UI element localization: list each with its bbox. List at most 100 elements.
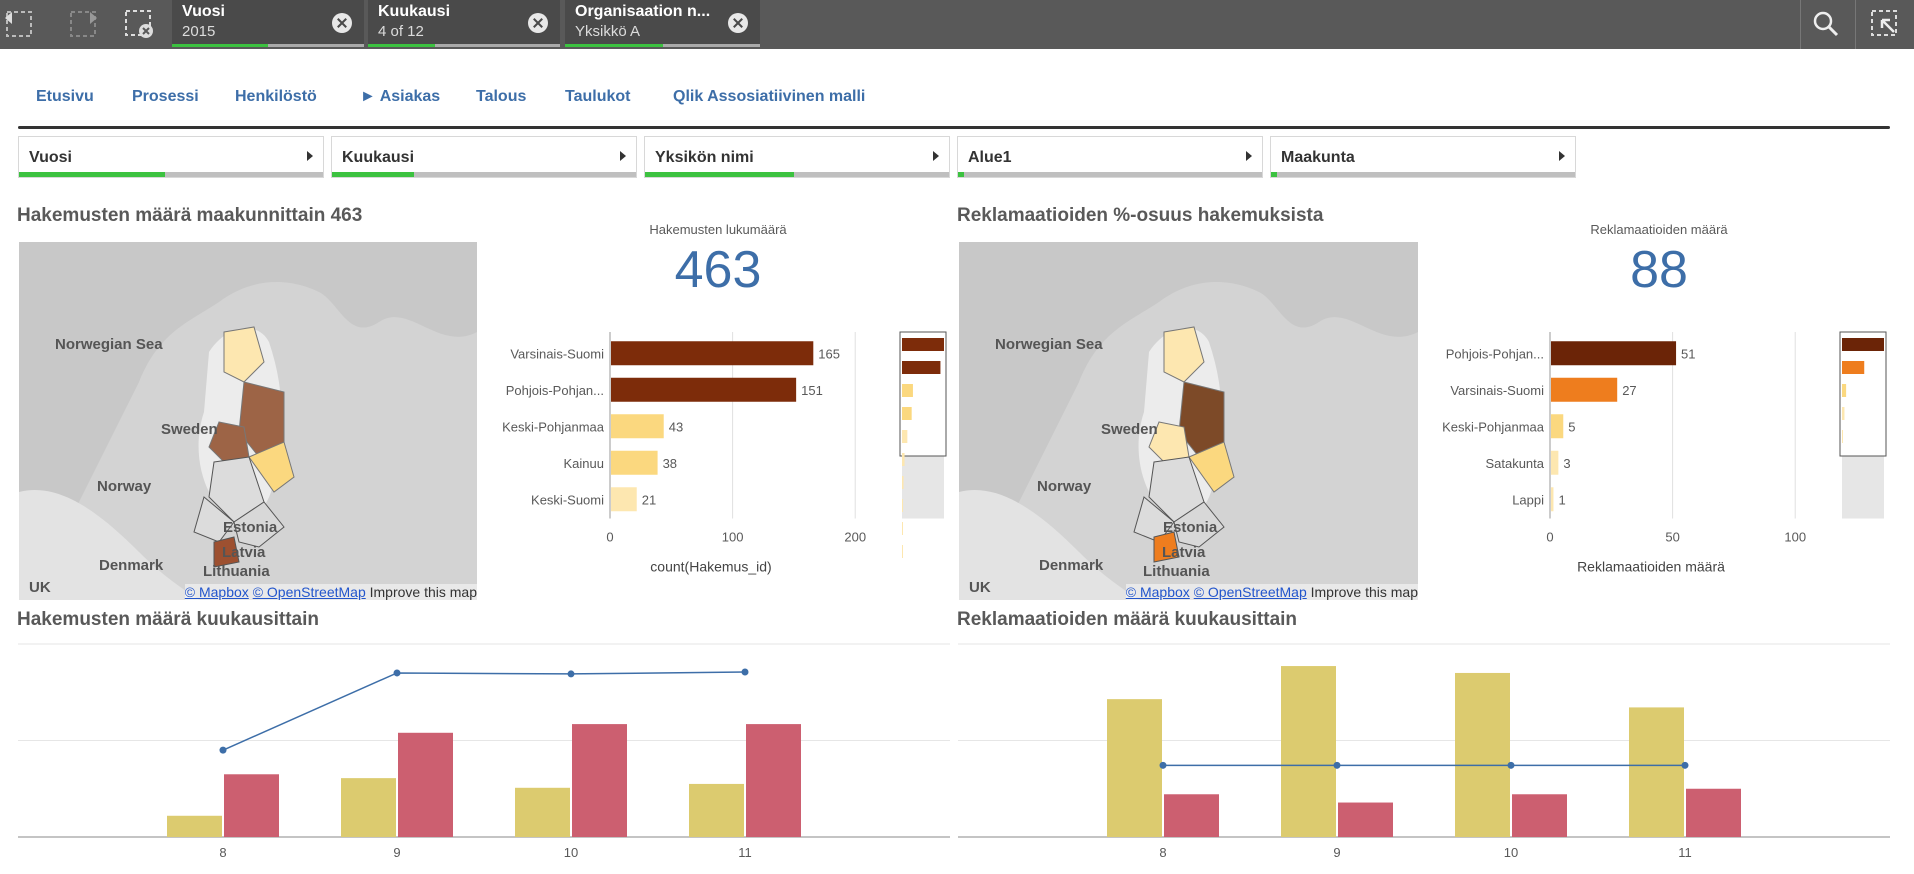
filter-kuukausi[interactable]: Kuukausi <box>331 136 637 178</box>
bar <box>1455 672 1510 837</box>
filter-alue1[interactable]: Alue1 <box>957 136 1263 178</box>
selection-bar <box>565 44 760 47</box>
improve-map-link[interactable]: Improve this map <box>1310 584 1418 600</box>
data-label: 5 <box>1568 419 1575 434</box>
bar <box>224 774 279 837</box>
clear-selections-icon[interactable] <box>123 6 157 40</box>
mapbox-link[interactable]: © Mapbox <box>184 584 249 600</box>
step-back-icon[interactable] <box>2 6 36 40</box>
selection-title: Kuukausi <box>378 3 451 20</box>
search-icon[interactable] <box>1809 6 1843 40</box>
category-label: Keski-Pohjanmaa <box>502 419 605 434</box>
combo-chart-left[interactable]: 8 9 10 11 <box>18 640 950 874</box>
bar <box>611 487 637 512</box>
data-label: 1 <box>1558 492 1565 507</box>
category-label: Satakunta <box>1485 456 1544 471</box>
bar <box>515 787 570 837</box>
map-label: Estonia <box>223 519 278 536</box>
selection-chip-vuosi[interactable]: Vuosi 2015 <box>172 0 364 47</box>
data-label: 3 <box>1563 456 1570 471</box>
left-monthly-title: Hakemusten määrä kuukausittain <box>17 609 320 630</box>
close-icon[interactable] <box>528 13 548 33</box>
filter-maakunta[interactable]: Maakunta <box>1270 136 1576 178</box>
bar <box>398 732 453 837</box>
bar <box>1107 699 1162 837</box>
data-label: 51 <box>1681 346 1695 361</box>
map-label: Sweden <box>161 421 218 438</box>
close-icon[interactable] <box>728 13 748 33</box>
tab-prosessi[interactable]: Prosessi <box>132 88 199 105</box>
mini-bar <box>902 499 904 512</box>
bar <box>1551 414 1564 439</box>
selection-bar <box>368 44 560 47</box>
tab-henkilosto[interactable]: Henkilöstö <box>235 88 317 105</box>
category-label: Lappi <box>1512 492 1544 507</box>
line-point <box>1681 761 1689 769</box>
x-tick-label: 9 <box>1333 845 1340 860</box>
data-label: 165 <box>818 346 840 361</box>
map-label: Lithuania <box>203 563 270 580</box>
filter-label: Vuosi <box>29 149 72 166</box>
x-axis-title: Reklamaatioiden määrä <box>1577 559 1725 575</box>
mini-bar <box>1842 407 1845 420</box>
filter-vuosi[interactable]: Vuosi <box>18 136 324 178</box>
filter-bar <box>332 172 636 177</box>
data-label: 27 <box>1622 383 1636 398</box>
bar <box>1551 450 1559 475</box>
filter-label: Yksikön nimi <box>655 149 754 166</box>
mini-bar <box>1842 384 1847 397</box>
selections-tool-icon[interactable] <box>1868 6 1902 40</box>
selection-value: 2015 <box>182 23 216 40</box>
bar <box>341 778 396 837</box>
chevron-right-icon <box>1246 151 1252 161</box>
x-tick-label: 0 <box>1546 530 1553 545</box>
category-label: Varsinais-Suomi <box>510 346 604 361</box>
bar <box>1512 794 1567 837</box>
filter-bar <box>1271 172 1575 177</box>
close-icon[interactable] <box>332 13 352 33</box>
step-forward-icon[interactable] <box>66 6 100 40</box>
region-map-left[interactable]: Norwegian Sea Sweden Norway Estonia Latv… <box>19 242 477 600</box>
category-label: Pohjois-Pohjan... <box>506 383 604 398</box>
chevron-right-icon <box>933 151 939 161</box>
line-point <box>1159 761 1167 769</box>
region-map-right[interactable]: Norwegian Sea Sweden Norway Estonia Latv… <box>959 242 1418 600</box>
openstreetmap-link[interactable]: © OpenStreetMap <box>1193 584 1307 600</box>
combo-chart-right[interactable]: 8 9 10 11 <box>958 640 1890 874</box>
chevron-right-icon <box>620 151 626 161</box>
map-attribution: © Mapbox © OpenStreetMap Improve this ma… <box>1125 584 1418 600</box>
category-label: Pohjois-Pohjan... <box>1446 346 1544 361</box>
x-tick-label: 10 <box>564 845 578 860</box>
selection-value: 4 of 12 <box>378 23 424 40</box>
bar <box>1281 666 1336 837</box>
mini-bar <box>902 476 904 489</box>
bar <box>1551 377 1618 402</box>
map-label: Denmark <box>1039 557 1104 574</box>
improve-map-link[interactable]: Improve this map <box>369 584 477 600</box>
mapbox-link[interactable]: © Mapbox <box>1125 584 1190 600</box>
openstreetmap-link[interactable]: © OpenStreetMap <box>252 584 366 600</box>
bar-chart-left[interactable]: 0 100 200 Varsinais-Suomi 165 Pohjois-Pohjan.… <box>480 330 950 605</box>
left-map-title: Hakemusten määrä maakunnittain 463 <box>17 205 363 226</box>
map-canvas: Norwegian Sea Sweden Norway Estonia Latv… <box>19 242 477 600</box>
tab-asiakas[interactable]: ► Asiakas <box>360 88 441 105</box>
selection-chip-organisaatio[interactable]: Organisaation n... Yksikkö A <box>565 0 760 47</box>
tab-taulukot[interactable]: Taulukot <box>565 88 631 105</box>
bar <box>1551 341 1677 366</box>
bar <box>572 724 627 837</box>
map-label: Norwegian Sea <box>995 336 1103 353</box>
bar <box>167 815 222 837</box>
right-map-title: Reklamaatioiden %-osuus hakemuksista <box>957 205 1324 226</box>
data-label: 38 <box>663 456 677 471</box>
mini-bar <box>902 407 912 420</box>
x-tick-label: 8 <box>219 845 226 860</box>
selection-chip-kuukausi[interactable]: Kuukausi 4 of 12 <box>368 0 560 47</box>
tab-qlik-assosiatiivinen-malli[interactable]: Qlik Assosiatiivinen malli <box>673 88 866 105</box>
map-label: Norway <box>1037 478 1092 495</box>
filter-yksikon-nimi[interactable]: Yksikön nimi <box>644 136 950 178</box>
tab-etusivu[interactable]: Etusivu <box>36 88 94 105</box>
tab-talous[interactable]: Talous <box>476 88 527 105</box>
x-tick-label: 9 <box>393 845 400 860</box>
bar <box>611 377 797 402</box>
